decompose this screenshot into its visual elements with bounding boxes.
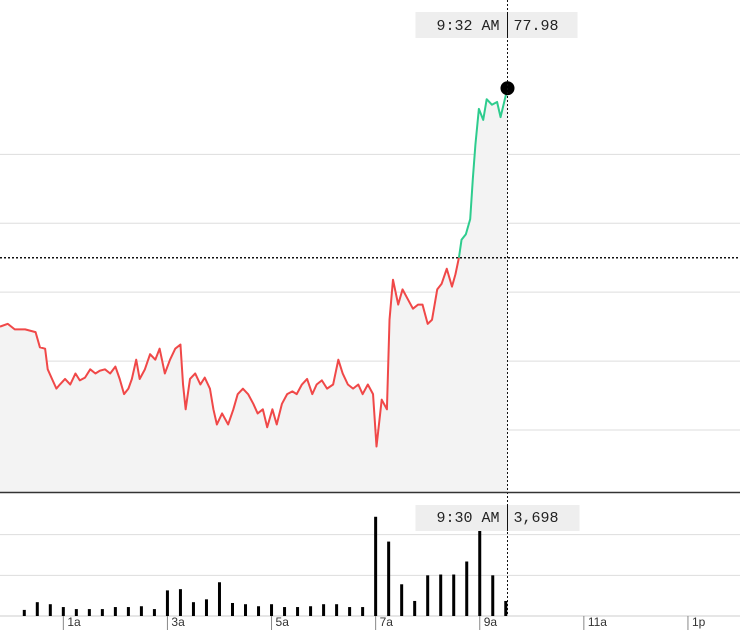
volume-bar bbox=[204, 599, 208, 616]
volume-bar bbox=[113, 607, 117, 616]
x-tick-label: 11a bbox=[588, 615, 607, 629]
volume-bar bbox=[244, 604, 248, 616]
volume-bar bbox=[139, 606, 143, 616]
volume-bar bbox=[465, 561, 469, 616]
volume-bar bbox=[191, 602, 195, 616]
crosshair-time: 9:32 AM bbox=[436, 18, 499, 35]
price-line bbox=[0, 257, 460, 448]
volume-bar bbox=[270, 604, 274, 616]
volume-bar bbox=[165, 590, 169, 616]
x-tick-label: 1p bbox=[692, 615, 706, 629]
crosshair-value: 77.98 bbox=[514, 18, 559, 35]
volume-bar bbox=[335, 604, 339, 616]
volume-bar bbox=[74, 609, 78, 616]
x-tick-label: 5a bbox=[276, 615, 290, 629]
crosshair-box bbox=[415, 12, 578, 38]
price-area bbox=[0, 88, 508, 492]
volume-bar bbox=[152, 609, 156, 616]
crosshair-time: 9:30 AM bbox=[436, 510, 499, 527]
volume-bar bbox=[35, 602, 39, 616]
volume-bar bbox=[22, 609, 26, 616]
volume-bar bbox=[504, 600, 508, 616]
volume-bar bbox=[100, 609, 104, 616]
volume-bar bbox=[257, 606, 261, 616]
volume-bar bbox=[87, 609, 91, 616]
volume-bar bbox=[348, 607, 352, 616]
x-tick-label: 1a bbox=[67, 615, 81, 629]
volume-bar bbox=[230, 602, 234, 616]
volume-bar bbox=[491, 575, 495, 616]
crosshair-box bbox=[415, 505, 580, 531]
volume-bar bbox=[283, 607, 287, 616]
volume-bar bbox=[61, 607, 65, 616]
volume-bar bbox=[452, 574, 456, 616]
volume-bar bbox=[217, 582, 221, 616]
volume-bar bbox=[387, 541, 391, 616]
volume-bar bbox=[374, 516, 378, 616]
volume-bar bbox=[478, 530, 482, 616]
volume-bar bbox=[439, 574, 443, 616]
volume-bar bbox=[126, 607, 130, 616]
x-tick-label: 7a bbox=[380, 615, 394, 629]
crosshair-value: 3,698 bbox=[514, 510, 559, 527]
volume-bar bbox=[178, 589, 182, 616]
volume-bar bbox=[361, 607, 365, 616]
volume-bar bbox=[322, 604, 326, 616]
volume-bar bbox=[296, 607, 300, 616]
volume-bar bbox=[309, 606, 313, 616]
volume-bar bbox=[400, 584, 404, 616]
volume-bar bbox=[48, 604, 52, 616]
x-tick-label: 9a bbox=[484, 615, 498, 629]
price-line bbox=[457, 87, 509, 258]
volume-bar bbox=[426, 575, 430, 616]
volume-bar bbox=[413, 600, 417, 616]
x-tick-label: 3a bbox=[171, 615, 185, 629]
